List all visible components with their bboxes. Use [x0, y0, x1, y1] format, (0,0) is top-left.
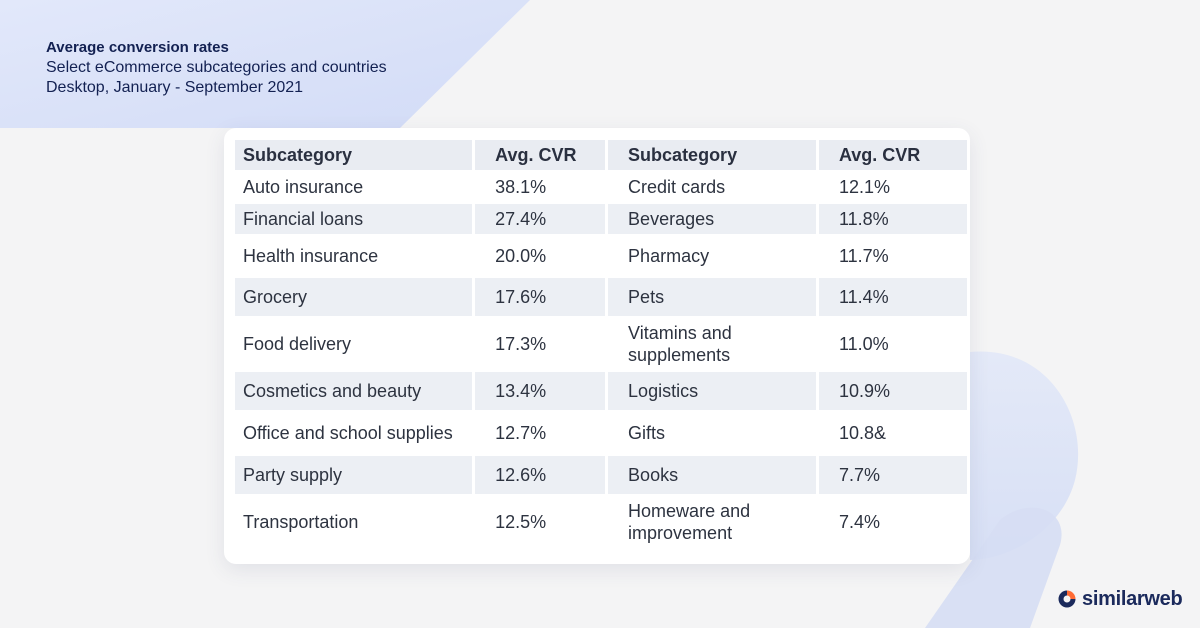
cvr-cell: 10.9%: [818, 372, 967, 410]
subcategory-cell: Logistics: [608, 372, 816, 410]
subcategory-cell: Pets: [608, 278, 816, 316]
table-row: Auto insurance 38.1% Credit cards 12.1%: [235, 170, 967, 204]
subcategory-cell: Books: [608, 456, 816, 494]
table-row: Party supply 12.6% Books 7.7%: [235, 456, 967, 494]
cvr-cell: 7.7%: [818, 456, 967, 494]
table-row: Grocery 17.6% Pets 11.4%: [235, 278, 967, 316]
cvr-cell: 11.8%: [818, 204, 967, 234]
cvr-cell: 11.7%: [838, 246, 889, 266]
conversion-table: Subcategory Avg. CVR Subcategory Avg. CV…: [232, 140, 970, 550]
cvr-cell: 11.4%: [818, 278, 967, 316]
subcategory-cell: Financial loans: [235, 204, 473, 234]
cvr-cell: 17.3%: [495, 334, 547, 354]
subcategory-cell: Vitamins and supplements: [628, 323, 732, 365]
cvr-cell: 12.5%: [495, 512, 547, 532]
cvr-cell: 13.4%: [475, 372, 606, 410]
subcategory-cell: Transportation: [243, 512, 359, 532]
cvr-cell: 12.6%: [475, 456, 606, 494]
header-subcategory-left: Subcategory: [235, 140, 473, 170]
subcategory-cell: Party supply: [235, 456, 473, 494]
cvr-cell: 17.6%: [475, 278, 606, 316]
table-row: Cosmetics and beauty 13.4% Logistics 10.…: [235, 372, 967, 410]
subcategory-cell: Cosmetics and beauty: [235, 372, 473, 410]
cvr-cell: 12.7%: [495, 423, 547, 443]
table-card: Subcategory Avg. CVR Subcategory Avg. CV…: [224, 128, 970, 564]
period-label: Desktop, January - September 2021: [46, 79, 304, 96]
subcategory-cell: Homeware and improvement: [628, 501, 751, 543]
cvr-cell: 20.0%: [495, 246, 547, 266]
cvr-cell: 38.1%: [495, 177, 547, 197]
subcategory-cell: Health insurance: [243, 246, 379, 266]
subcategory-cell: Office and school supplies: [243, 423, 453, 443]
subcategory-cell: Gifts: [628, 423, 666, 443]
page-title: Average conversion rates: [46, 39, 229, 56]
table-row: Transportation 12.5% Homeware and improv…: [235, 494, 967, 550]
table-row: Food delivery 17.3% Vitamins and supplem…: [235, 316, 967, 372]
subcategory-cell: Food delivery: [243, 334, 352, 354]
table-row: Financial loans 27.4% Beverages 11.8%: [235, 204, 967, 234]
subcategory-cell: Auto insurance: [243, 177, 364, 197]
subcategory-cell: Pharmacy: [628, 246, 710, 266]
header-cvr-left: Avg. CVR: [475, 140, 606, 170]
subcategory-cell: Grocery: [235, 278, 473, 316]
table-header-row: Subcategory Avg. CVR Subcategory Avg. CV…: [235, 140, 967, 170]
page-subtitle: Select eCommerce subcategories and count…: [46, 59, 387, 76]
cvr-cell: 7.4%: [838, 512, 880, 532]
header: Average conversion rates Select eCommerc…: [46, 38, 387, 98]
cvr-cell: 10.8&: [838, 423, 886, 443]
cvr-cell: 11.0%: [838, 334, 889, 354]
similarweb-logo-icon: [1058, 590, 1076, 608]
cvr-cell: 27.4%: [475, 204, 606, 234]
header-subcategory-right: Subcategory: [608, 140, 816, 170]
table-row: Health insurance 20.0% Pharmacy 11.7%: [235, 234, 967, 278]
cvr-cell: 12.1%: [838, 177, 890, 197]
similarweb-logo: similarweb: [1057, 587, 1183, 611]
brand-name: similarweb: [1082, 587, 1183, 610]
subcategory-cell: Beverages: [608, 204, 816, 234]
table-row: Office and school supplies 12.7% Gifts 1…: [235, 410, 967, 456]
header-cvr-right: Avg. CVR: [818, 140, 967, 170]
subcategory-cell: Credit cards: [628, 177, 726, 197]
